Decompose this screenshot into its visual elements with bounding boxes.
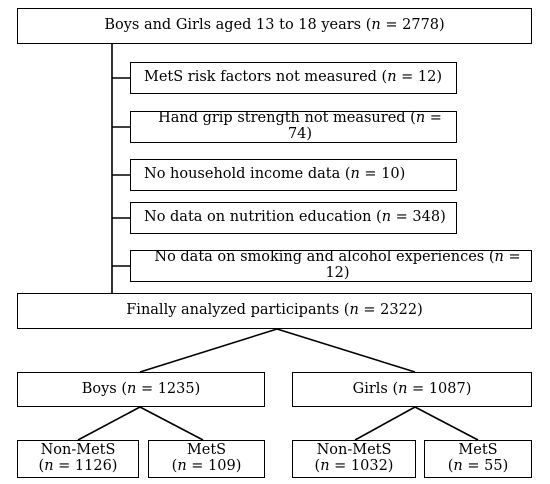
exclusion-box-2: Hand grip strength not measured (n = 74) bbox=[130, 110, 457, 143]
girls-box-text: Girls (n = 1087) bbox=[352, 380, 472, 397]
boys-box-text: Boys (n = 1235) bbox=[81, 380, 201, 397]
diag-line-boys-mets bbox=[139, 406, 204, 441]
boys-nonmets-text: Non-MetS (n = 1126) bbox=[38, 442, 118, 474]
exclusion-box-5: No data on smoking and alcohol experienc… bbox=[130, 249, 532, 282]
diag-line-girls-nonmets bbox=[354, 406, 416, 441]
final-box-text: Finally analyzed participants (n = 2322) bbox=[126, 302, 423, 319]
exclusion-text-2: Hand grip strength not measured (n = 74) bbox=[158, 110, 442, 142]
girls-nonmets-box: Non-MetS (n = 1032) bbox=[292, 440, 416, 478]
girls-mets-text: MetS (n = 55) bbox=[447, 442, 509, 474]
exclusion-text-3: No household income data (n = 10) bbox=[144, 166, 406, 183]
exclusion-box-1: MetS risk factors not measured (n = 12) bbox=[130, 62, 457, 94]
exclusion-text-4: No data on nutrition education (n = 348) bbox=[144, 209, 446, 226]
top-box-text: Boys and Girls aged 13 to 18 years (n = … bbox=[104, 17, 445, 34]
top-box: Boys and Girls aged 13 to 18 years (n = … bbox=[17, 8, 532, 44]
exclusion-text-1: MetS risk factors not measured (n = 12) bbox=[144, 69, 443, 86]
girls-box: Girls (n = 1087) bbox=[292, 372, 532, 407]
boys-nonmets-box: Non-MetS (n = 1126) bbox=[17, 440, 139, 478]
exclusion-box-4: No data on nutrition education (n = 348) bbox=[130, 202, 457, 234]
diag-line-boys bbox=[139, 328, 278, 373]
boys-mets-text: MetS (n = 109) bbox=[171, 442, 242, 474]
diag-line-girls-mets bbox=[414, 406, 479, 441]
exclusion-box-3: No household income data (n = 10) bbox=[130, 159, 457, 191]
boys-mets-box: MetS (n = 109) bbox=[148, 440, 265, 478]
boys-box: Boys (n = 1235) bbox=[17, 372, 265, 407]
girls-mets-box: MetS (n = 55) bbox=[424, 440, 532, 478]
final-box: Finally analyzed participants (n = 2322) bbox=[17, 293, 532, 329]
diag-line-girls bbox=[276, 328, 416, 373]
girls-nonmets-text: Non-MetS (n = 1032) bbox=[314, 442, 394, 474]
exclusion-text-5: No data on smoking and alcohol experienc… bbox=[154, 249, 521, 281]
diag-line-boys-nonmets bbox=[77, 406, 141, 441]
